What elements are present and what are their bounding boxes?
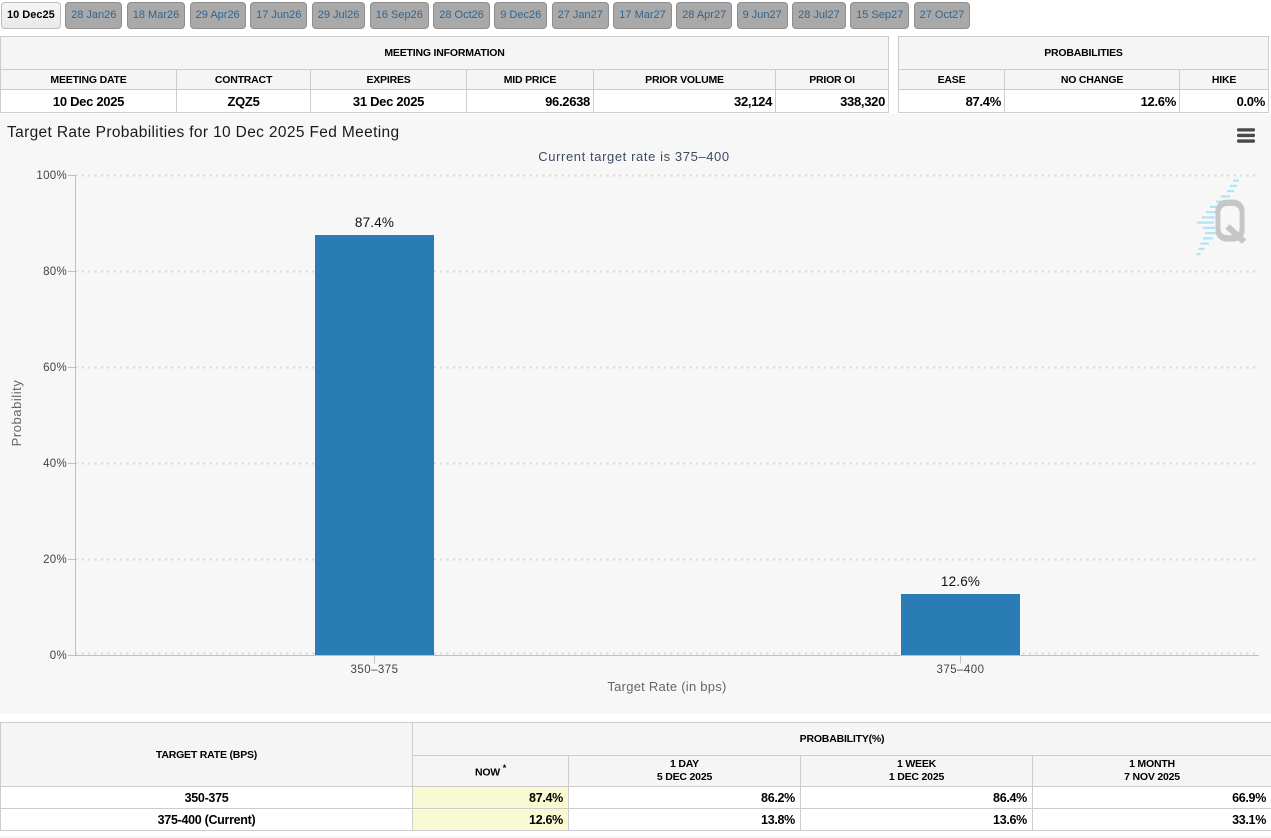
svg-text:375–400: 375–400	[937, 664, 985, 676]
svg-text:Target Rate Probabilities for: Target Rate Probabilities for 10 Dec 202…	[7, 124, 399, 141]
svg-text:Current target rate is 375–400: Current target rate is 375–400	[538, 149, 729, 164]
svg-text:Probability: Probability	[9, 380, 24, 447]
svg-text:12.6%: 12.6%	[941, 574, 980, 589]
svg-text:87.4%: 87.4%	[355, 215, 394, 230]
svg-text:350–375: 350–375	[351, 664, 399, 676]
svg-text:40%: 40%	[43, 458, 67, 470]
svg-text:Target Rate (in bps): Target Rate (in bps)	[607, 679, 726, 694]
svg-text:20%: 20%	[43, 554, 67, 566]
svg-text:100%: 100%	[36, 170, 67, 182]
svg-text:60%: 60%	[43, 362, 67, 374]
svg-text:80%: 80%	[43, 266, 67, 278]
svg-text:0%: 0%	[50, 650, 67, 662]
